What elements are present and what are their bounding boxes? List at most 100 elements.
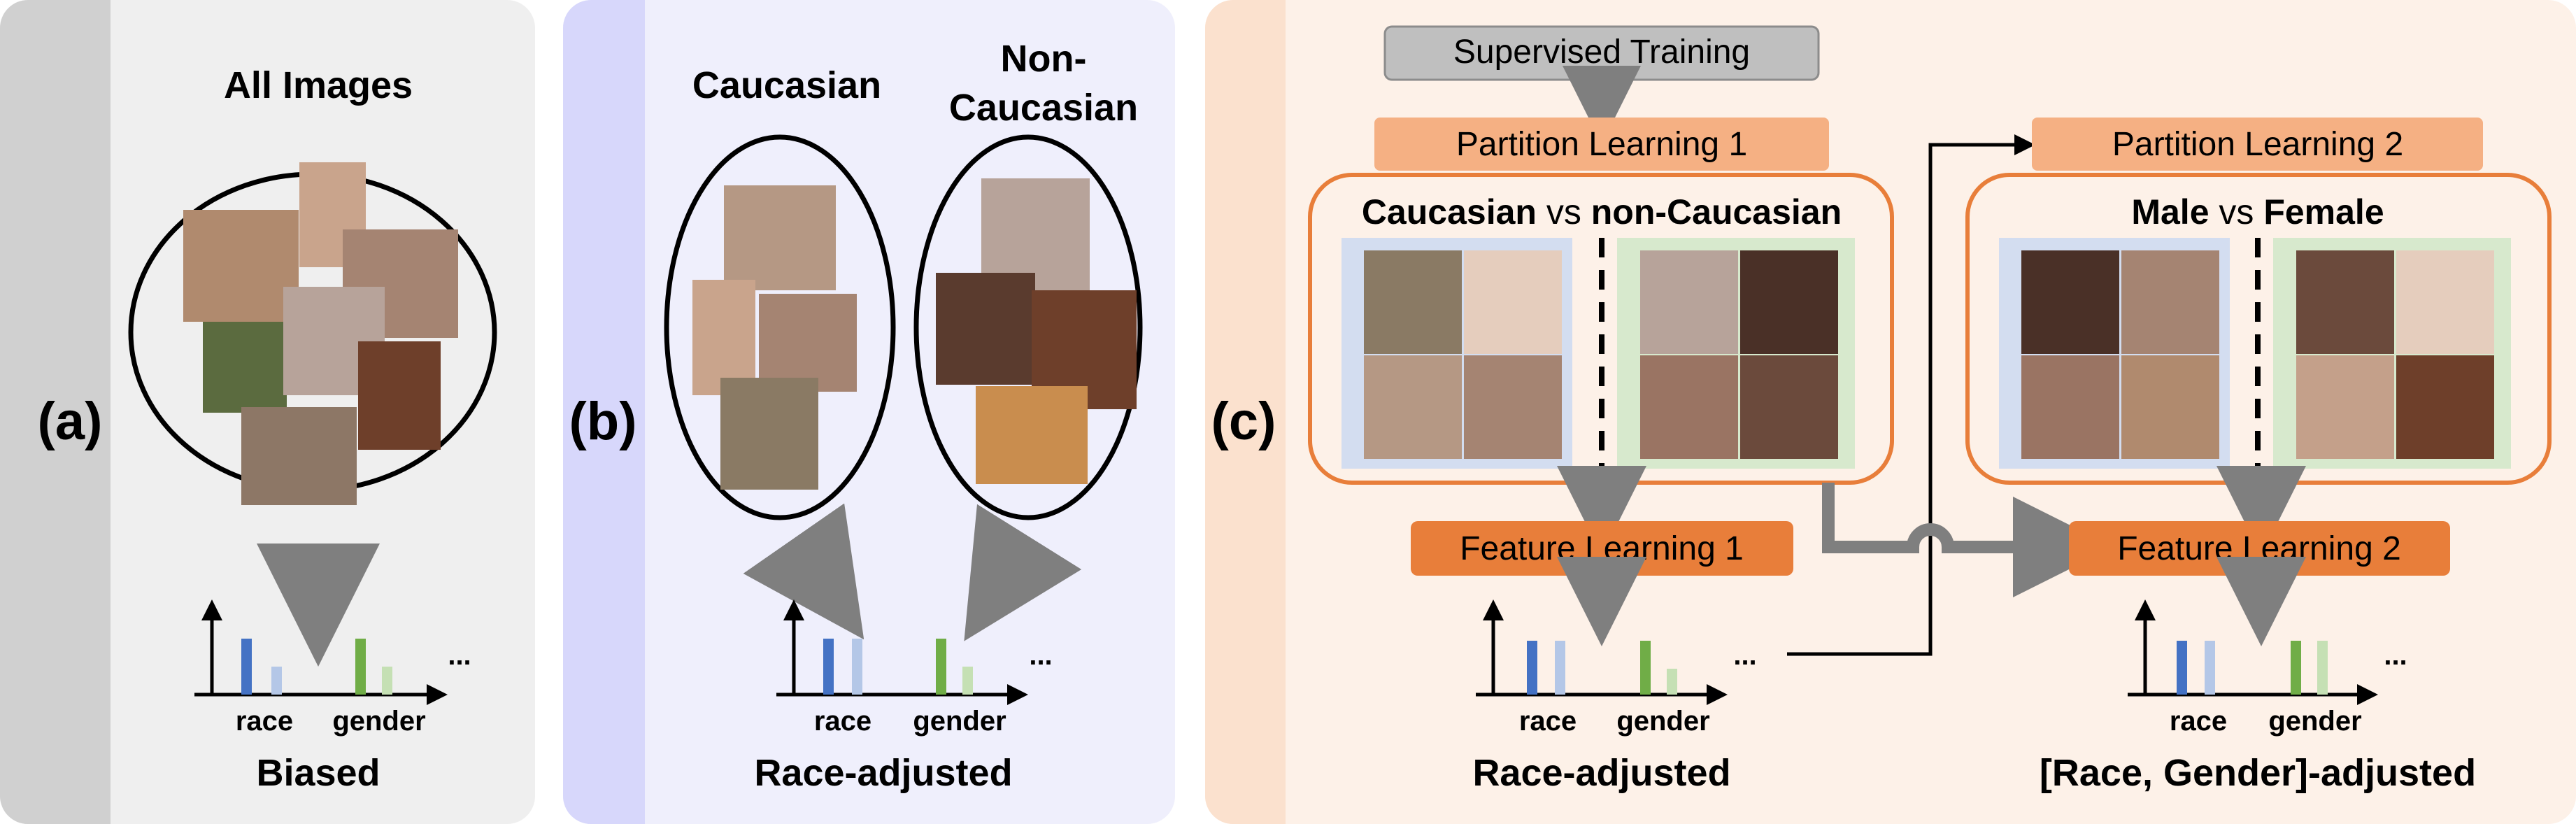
chart-x-label-race: race bbox=[236, 706, 293, 737]
panel-a-caption: Biased bbox=[256, 752, 380, 794]
face-image bbox=[1640, 355, 1738, 459]
chart-ellipsis: ... bbox=[1029, 640, 1052, 671]
face-image bbox=[2021, 250, 2119, 354]
bar-gender-2 bbox=[1667, 669, 1677, 695]
chart-x-label-gender: gender bbox=[2268, 706, 2361, 737]
bar-race-1 bbox=[241, 639, 252, 695]
panel-c-label: (c) bbox=[1211, 392, 1276, 451]
arrow-down-left-group bbox=[743, 503, 864, 640]
chart-x-label-gender: gender bbox=[1616, 706, 1709, 737]
bar-race-2 bbox=[852, 639, 862, 695]
bias-chart-c1: ... race gender bbox=[1476, 599, 1757, 737]
face-image bbox=[2296, 250, 2394, 354]
face-image bbox=[203, 322, 287, 413]
bias-chart-a: ... race gender bbox=[194, 599, 471, 737]
partition-1-title-vs: vs bbox=[1537, 192, 1591, 232]
partition-1-title: Caucasian vs non-Caucasian bbox=[1362, 192, 1842, 232]
connector-to-partition-2 bbox=[1787, 134, 2035, 656]
bar-race-1 bbox=[823, 639, 834, 695]
bar-race-1 bbox=[1527, 641, 1537, 695]
chart-x-label-race: race bbox=[1519, 706, 1577, 737]
partition-1-title-a: Caucasian bbox=[1362, 192, 1537, 232]
feature-learning-2-box bbox=[2069, 521, 2450, 576]
face-image bbox=[1464, 250, 1562, 354]
bar-race-2 bbox=[1555, 641, 1565, 695]
panel-a-title: All Images bbox=[224, 64, 413, 106]
partition-2-title: Male vs Female bbox=[2131, 192, 2384, 232]
partition-learning-1-label: Partition Learning 1 bbox=[1456, 126, 1747, 163]
supervised-training-label: Supervised Training bbox=[1453, 34, 1750, 71]
face-image bbox=[2121, 355, 2219, 459]
bar-race-2 bbox=[271, 667, 282, 695]
panel-c-caption-right: [Race, Gender]-adjusted bbox=[2040, 752, 2476, 794]
group-non-caucasian-title-1: Non- bbox=[1001, 38, 1087, 80]
bias-chart-c2: ... race gender bbox=[2128, 599, 2407, 737]
panel-a-side-bar bbox=[0, 0, 111, 824]
bias-chart-b: ... race gender bbox=[776, 599, 1053, 737]
bar-gender-1 bbox=[1640, 641, 1651, 695]
partition-learning-1-box bbox=[1374, 118, 1829, 171]
face-image bbox=[2021, 355, 2119, 459]
chart-ellipsis: ... bbox=[2384, 640, 2407, 671]
bar-gender-2 bbox=[382, 667, 392, 695]
panel-c: (c) Supervised Training Partition Learni… bbox=[1205, 0, 2576, 824]
panel-c-caption-left: Race-adjusted bbox=[1472, 752, 1730, 794]
group-caucasian-title: Caucasian bbox=[692, 64, 881, 106]
face-collage-non-caucasian bbox=[936, 178, 1137, 484]
face-image bbox=[981, 178, 1090, 290]
partition-1-title-b: non-Caucasian bbox=[1591, 192, 1842, 232]
chart-x-label-race: race bbox=[814, 706, 871, 737]
face-image bbox=[1364, 250, 1462, 354]
face-image bbox=[1464, 355, 1562, 459]
bar-gender-2 bbox=[962, 667, 973, 695]
chart-ellipsis: ... bbox=[1733, 640, 1756, 671]
face-image bbox=[1640, 250, 1738, 354]
feature-learning-1-label: Feature Learning 1 bbox=[1460, 530, 1744, 567]
face-image bbox=[976, 386, 1088, 484]
feature-learning-1-box bbox=[1411, 521, 1793, 576]
face-image bbox=[241, 407, 357, 505]
bar-gender-2 bbox=[2317, 641, 2328, 695]
face-image bbox=[1740, 250, 1838, 354]
face-image bbox=[2396, 355, 2494, 459]
face-image bbox=[720, 378, 818, 490]
face-collage-caucasian bbox=[692, 185, 857, 490]
panel-b-side-bar bbox=[563, 0, 645, 824]
panel-c-side-bar bbox=[1205, 0, 1286, 824]
face-image bbox=[2396, 250, 2494, 354]
arrow-partition-1-to-feature-2 bbox=[1822, 483, 2114, 597]
panel-b: (b) Caucasian Non- Caucasian ... bbox=[563, 0, 1175, 824]
face-image bbox=[724, 185, 836, 290]
feature-learning-2-label: Feature Learning 2 bbox=[2117, 530, 2401, 567]
partition-2-title-a: Male bbox=[2131, 192, 2209, 232]
panel-b-label: (b) bbox=[569, 392, 636, 451]
chart-x-label-gender: gender bbox=[913, 706, 1006, 737]
chart-ellipsis: ... bbox=[448, 640, 471, 671]
bar-gender-1 bbox=[936, 639, 946, 695]
face-collage-all bbox=[183, 162, 458, 505]
face-image bbox=[936, 273, 1035, 385]
face-image bbox=[759, 294, 857, 392]
panel-a-label: (a) bbox=[38, 392, 103, 451]
partition-2-title-vs: vs bbox=[2209, 192, 2264, 232]
face-image bbox=[2121, 250, 2219, 354]
face-image bbox=[1740, 355, 1838, 459]
panel-a: (a) All Images ... race gender Biased bbox=[0, 0, 535, 824]
face-image bbox=[183, 210, 299, 322]
partition-learning-2-label: Partition Learning 2 bbox=[2112, 126, 2403, 163]
face-image bbox=[358, 341, 441, 450]
chart-x-label-race: race bbox=[2170, 706, 2227, 737]
partition-learning-2-box bbox=[2032, 118, 2483, 171]
chart-x-label-gender: gender bbox=[332, 706, 425, 737]
arrow-down-right-group bbox=[964, 504, 1082, 641]
bar-race-1 bbox=[2177, 641, 2187, 695]
face-image bbox=[1364, 355, 1462, 459]
group-non-caucasian-title-2: Caucasian bbox=[949, 87, 1138, 129]
bar-gender-1 bbox=[2291, 641, 2301, 695]
bar-gender-1 bbox=[355, 639, 366, 695]
face-image bbox=[2296, 355, 2394, 459]
partition-2-title-b: Female bbox=[2263, 192, 2384, 232]
panel-b-caption: Race-adjusted bbox=[754, 752, 1012, 794]
bar-race-2 bbox=[2205, 641, 2215, 695]
